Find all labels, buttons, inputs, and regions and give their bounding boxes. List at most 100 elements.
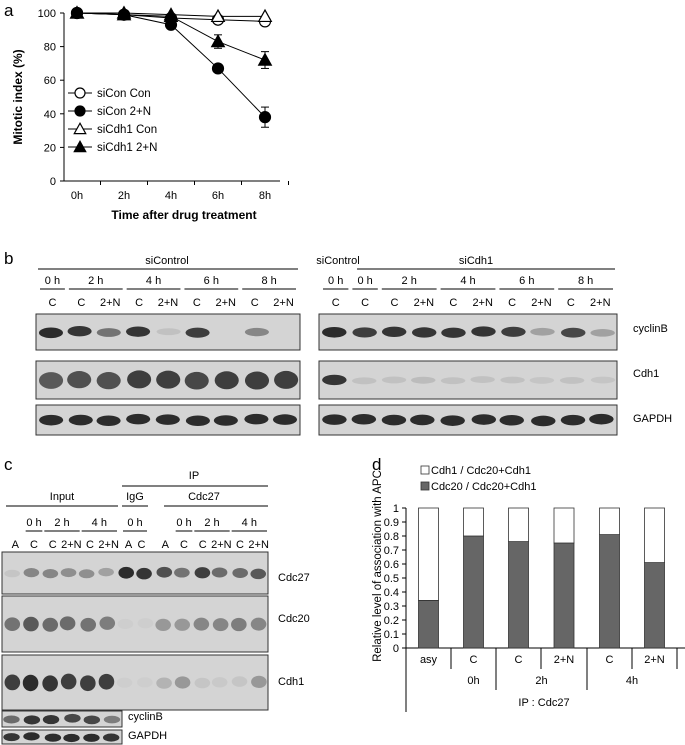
band <box>60 568 77 578</box>
category-label: C <box>606 654 614 666</box>
band <box>22 674 39 692</box>
legend-label: siCon Con <box>97 88 151 100</box>
time-label: 0 h <box>176 517 191 529</box>
band <box>500 376 525 384</box>
band <box>155 618 171 632</box>
band <box>38 327 63 339</box>
band <box>156 370 181 389</box>
legend-label: Cdc20 / Cdc20+Cdh1 <box>431 481 536 493</box>
western-blot-c: IP Input IgG Cdc27 0 h 0 h 2 h 2 h 4 h 4 h 0 h… <box>1 470 310 745</box>
blot-strip <box>318 313 618 351</box>
band <box>351 413 377 425</box>
lane-label: 2+N <box>211 539 232 551</box>
band <box>590 376 616 384</box>
x-tick-label: 6h <box>212 190 224 202</box>
time-label: 0 h <box>45 275 60 287</box>
band <box>23 567 40 578</box>
time-group-label: 2h <box>535 675 547 687</box>
band <box>214 371 239 390</box>
band <box>185 415 210 427</box>
band <box>42 714 60 725</box>
time-label: 0 h <box>357 275 372 287</box>
band <box>156 566 173 578</box>
band <box>4 674 21 691</box>
band <box>23 616 39 632</box>
data-point <box>73 122 87 135</box>
blot-strip <box>35 360 301 400</box>
blot-strips <box>1 551 269 745</box>
axis-ticks: 0 20 40 60 80 100 0h 2h 4h 6h 8h <box>38 8 289 202</box>
band <box>529 376 555 384</box>
band <box>126 413 151 425</box>
igg-label: IgG <box>126 491 144 503</box>
band <box>250 568 267 580</box>
band <box>272 414 298 425</box>
band <box>118 566 135 579</box>
band <box>441 327 466 338</box>
band <box>250 617 267 631</box>
band <box>39 414 64 426</box>
band <box>471 326 496 337</box>
blot-strip <box>318 404 618 436</box>
time-label: 2 h <box>204 517 219 529</box>
data-point <box>210 33 226 48</box>
data-point <box>257 52 273 66</box>
lane-label: 2+N <box>98 539 119 551</box>
x-tick-label: 2h <box>118 190 130 202</box>
ip-label: IP <box>189 470 199 482</box>
band <box>174 676 191 689</box>
data-point <box>257 8 273 23</box>
lane-label: C <box>508 297 516 309</box>
band <box>501 326 526 337</box>
lane-label: C <box>449 297 457 309</box>
legend: siCon Con siCon 2+N siCdh1 Con siCdh1 2+N <box>68 87 157 154</box>
panel-letter-b: b <box>4 249 13 268</box>
time-label: 2 h <box>88 275 103 287</box>
y-tick-label: 0.3 <box>384 601 399 613</box>
band <box>352 377 377 385</box>
y-tick-label: 0.6 <box>384 559 399 571</box>
lane-label: C <box>86 539 94 551</box>
legend-swatch <box>420 481 430 491</box>
band <box>244 371 270 390</box>
band <box>42 569 59 579</box>
band <box>103 715 121 724</box>
bar-cdc20 <box>599 534 620 649</box>
time-label: 0 h <box>328 275 343 287</box>
band <box>156 328 181 336</box>
lane-label: C <box>332 297 340 309</box>
band <box>381 376 407 384</box>
western-blot-b: siControl siControl siCdh1 0 h 2 h 4 h 6 h 8… <box>35 255 672 436</box>
band <box>39 372 64 389</box>
lane-label: C <box>30 539 38 551</box>
data-point <box>258 111 272 124</box>
band <box>440 377 466 385</box>
bar-cdh1 <box>418 507 439 601</box>
data-point <box>69 5 85 19</box>
x-axis-label: IP : Cdc27 <box>518 697 569 709</box>
data-point <box>74 87 86 99</box>
lane-label: 2+N <box>248 539 269 551</box>
time-label: 4 h <box>92 517 107 529</box>
blot-strip <box>1 595 269 653</box>
blot-background <box>1 551 269 595</box>
band <box>78 569 95 579</box>
lane-label: 2+N <box>273 297 294 309</box>
blot-strips <box>35 313 618 436</box>
x-tick-label: 0h <box>71 190 83 202</box>
legend: Cdh1 / Cdc20+Cdh1 Cdc20 / Cdc20+Cdh1 <box>420 465 536 493</box>
band <box>3 715 20 724</box>
input-label: Input <box>50 491 74 503</box>
lane-label: C <box>77 297 85 309</box>
band <box>470 376 495 383</box>
band <box>244 413 269 425</box>
row-label-cdh1: Cdh1 <box>278 676 304 688</box>
group-label-sicontrol-right: siControl <box>316 255 359 267</box>
category-label: 2+N <box>554 654 575 666</box>
band <box>194 567 211 579</box>
band <box>67 326 92 337</box>
bar-cdh1 <box>463 507 484 537</box>
y-tick-label: 20 <box>44 142 56 154</box>
